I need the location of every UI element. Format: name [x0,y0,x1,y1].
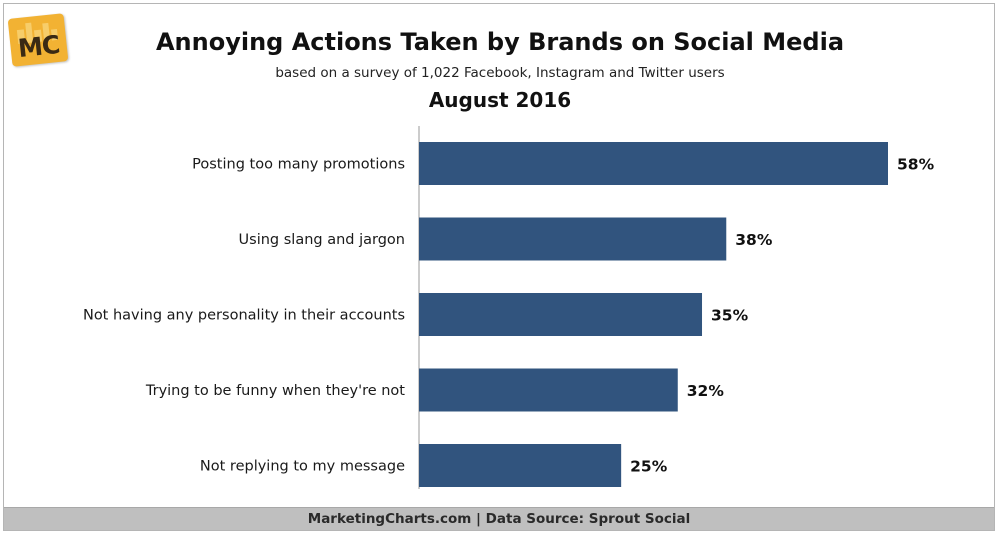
skyline-icon [16,22,59,45]
bar[interactable] [419,142,888,185]
bar[interactable] [419,368,678,412]
chart-title: Annoying Actions Taken by Brands on Soci… [155,28,845,56]
bar[interactable] [419,293,703,336]
chart-frame: MC Annoying Actions Taken by Brands on S… [3,3,995,531]
marketingcharts-logo[interactable]: MC [7,13,69,67]
chart-subtitle: based on a survey of 1,022 Facebook, Ins… [275,65,725,81]
value-label: 25% [630,458,668,476]
chart-date: August 2016 [428,88,572,112]
bar[interactable] [419,217,727,261]
bar-chart: Posting too many promotions 58% Using slan… [83,126,935,489]
value-label: 38% [735,231,773,249]
category-label: Using slang and jargon [239,232,405,248]
value-label: 32% [687,382,725,400]
value-label: 35% [711,307,749,325]
value-label: 58% [897,156,935,174]
category-label: Not replying to my message [200,459,405,475]
footer-source: MarketingCharts.com | Data Source: Sprou… [4,507,994,530]
category-label: Trying to be funny when they're not [145,383,405,399]
category-label: Not having any personality in their acco… [83,308,405,324]
bar[interactable] [419,444,622,487]
category-label: Posting too many promotions [192,157,405,173]
